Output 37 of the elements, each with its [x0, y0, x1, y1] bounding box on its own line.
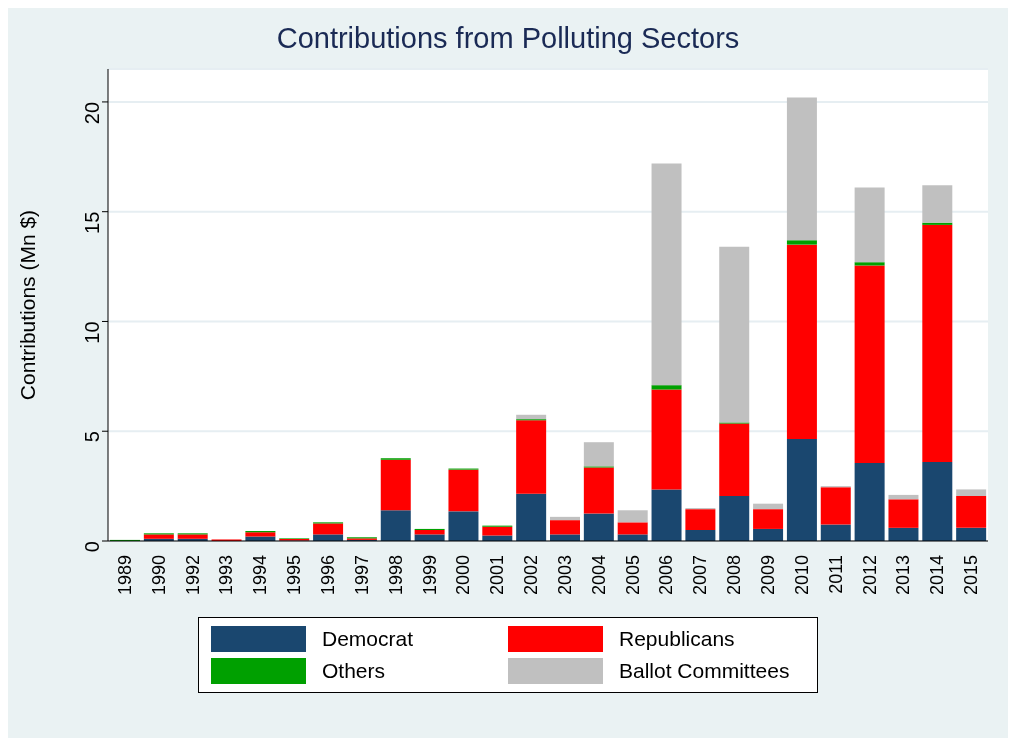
y-tick-label: 10	[81, 321, 104, 344]
x-tick-label: 1998	[385, 555, 406, 596]
x-tick-label: 2015	[961, 555, 982, 596]
x-tick-label: 2003	[554, 555, 575, 596]
y-axis-title: Contributions (Mn $)	[16, 209, 40, 401]
x-tick-label: 2006	[656, 555, 677, 596]
x-tick-label: 1995	[284, 555, 305, 596]
y-tick-label: 5	[81, 431, 104, 443]
x-tick-label: 2014	[927, 555, 948, 596]
x-tick-label: 1989	[114, 555, 135, 596]
x-tick-label: 2010	[791, 555, 812, 596]
x-tick-label: 1992	[182, 555, 203, 596]
x-tick-label: 2000	[453, 555, 474, 596]
x-tick-label: 1999	[419, 555, 440, 596]
x-tick-label: 2007	[690, 555, 711, 596]
x-tick-label: 2011	[825, 555, 846, 594]
legend-label: Republicans	[619, 627, 735, 651]
x-tick-label: 2013	[893, 555, 914, 596]
x-tick-label: 2008	[724, 555, 745, 596]
x-tick-label: 1996	[318, 555, 338, 596]
x-tick-label: 2002	[521, 555, 542, 596]
x-tick-label: 2001	[487, 555, 508, 596]
y-tick-label: 0	[81, 541, 104, 553]
legend-label: Democrat	[322, 627, 414, 651]
x-tick-label: 2012	[859, 555, 880, 596]
x-tick-label: 1997	[351, 555, 372, 596]
x-tick-label: 1994	[250, 555, 271, 596]
x-tick-label: 1993	[216, 555, 237, 596]
legend-label: Ballot Committees	[619, 659, 790, 683]
x-tick-label: 2004	[588, 555, 609, 596]
x-tick-label: 2009	[758, 555, 778, 596]
x-tick-label: 2005	[622, 555, 643, 596]
chart-title: Contributions from Polluting Sectors	[275, 22, 741, 55]
y-tick-label: 20	[81, 101, 104, 125]
legend-label: Others	[322, 659, 386, 683]
y-tick-label: 15	[81, 211, 104, 234]
x-tick-label: 1990	[148, 555, 169, 596]
